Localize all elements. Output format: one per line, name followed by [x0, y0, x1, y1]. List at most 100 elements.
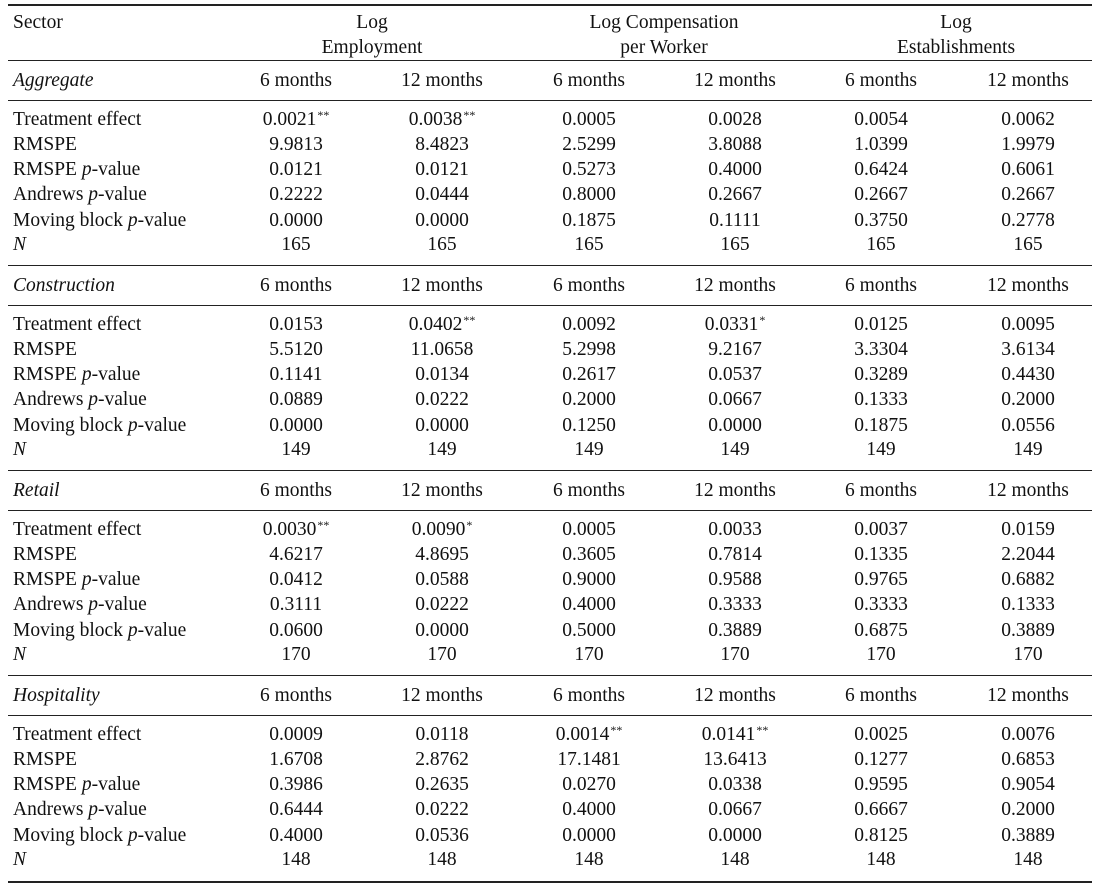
table-cell: 0.6853 — [1001, 749, 1055, 771]
table-cell: 148 — [866, 849, 895, 871]
cell-value: 0.0536 — [415, 825, 469, 846]
cell-value: 170 — [427, 644, 457, 665]
row-label-rmspe-p-value: RMSPE p-value — [13, 569, 140, 591]
row-label-suffix: -value — [91, 159, 141, 180]
cell-value: 0.0444 — [415, 184, 469, 205]
table-cell: 0.0054 — [854, 109, 908, 131]
table-cell: 5.5120 — [269, 339, 323, 361]
table-cell: 0.0000 — [415, 620, 469, 642]
cell-value: 0.5000 — [562, 620, 616, 641]
table-cell: 0.1335 — [854, 544, 908, 566]
cell-value: 0.3750 — [854, 210, 908, 231]
cell-value: 0.3111 — [269, 594, 323, 615]
section-name-retail: Retail — [13, 480, 60, 501]
table-cell: 0.0222 — [415, 389, 469, 411]
row-label-rmspe-p-value: RMSPE p-value — [13, 159, 140, 181]
table-cell: 0.0076 — [1001, 724, 1055, 746]
section-top-rule — [8, 60, 1092, 61]
column-header: 12 months — [987, 685, 1069, 706]
cell-value: 0.0028 — [708, 109, 762, 130]
significance-stars: * — [466, 518, 473, 532]
table-cell: 0.0121 — [269, 159, 323, 181]
cell-value: 0.0030 — [262, 519, 317, 540]
section-header-rule — [8, 510, 1092, 511]
cell-value: 0.0025 — [854, 724, 908, 745]
row-label-moving-block-p-value: Moving block p-value — [13, 210, 186, 232]
cell-value: 17.1481 — [557, 749, 621, 770]
cell-value: 0.3333 — [708, 594, 762, 615]
row-label-text: RMSPE — [13, 544, 77, 565]
table-cell: 9.2167 — [708, 339, 762, 361]
row-label-italic: p — [88, 594, 99, 615]
row-label-italic: p — [127, 825, 138, 846]
table-cell: 170 — [1013, 644, 1042, 666]
cell-value: 0.2635 — [415, 774, 469, 795]
table-cell: 0.1141 — [270, 364, 323, 386]
cell-value: 0.0270 — [562, 774, 616, 795]
cell-value: 0.4000 — [269, 825, 323, 846]
table-cell: 148 — [427, 849, 456, 871]
column-header: 12 months — [401, 70, 483, 91]
cell-value: 0.0033 — [708, 519, 762, 540]
cell-value: 0.0134 — [415, 364, 469, 385]
section-name-aggregate: Aggregate — [13, 70, 94, 91]
table-cell: 149 — [720, 439, 749, 461]
compensation-header-line2: per Worker — [620, 37, 708, 58]
cell-value: 0.0121 — [269, 159, 323, 180]
cell-value: 0.0125 — [854, 314, 908, 335]
cell-value: 0.0412 — [269, 569, 323, 590]
section-header-rule — [8, 100, 1092, 101]
table-cell: 0.0000 — [415, 210, 469, 232]
cell-value: 0.0095 — [1001, 314, 1055, 335]
cell-value: 0.0009 — [269, 724, 323, 745]
cell-value: 0.2617 — [562, 364, 616, 385]
table-cell: 0.8000 — [562, 184, 616, 206]
cell-value: 9.9813 — [269, 134, 323, 155]
cell-value: 0.2778 — [1001, 210, 1055, 231]
table-cell: 0.0038** — [409, 109, 476, 131]
column-header: 12 months — [694, 275, 776, 296]
cell-value: 0.4000 — [562, 594, 616, 615]
table-cell: 148 — [281, 849, 310, 871]
row-label-text: Moving block — [13, 210, 128, 231]
table-cell: 3.6134 — [1001, 339, 1055, 361]
section-top-rule — [8, 470, 1092, 471]
table-cell: 0.0095 — [1001, 314, 1055, 336]
cell-value: 0.0121 — [415, 159, 469, 180]
cell-value: 0.0037 — [854, 519, 908, 540]
row-label-text: RMSPE — [13, 134, 77, 155]
bottom-rule — [8, 881, 1092, 883]
table-cell: 1.9979 — [1001, 134, 1055, 156]
table-cell: 0.1333 — [854, 389, 908, 411]
table-cell: 0.0159 — [1001, 519, 1055, 541]
cell-value: 0.0005 — [562, 519, 616, 540]
cell-value: 0.0600 — [269, 620, 323, 641]
table-cell: 148 — [574, 849, 603, 871]
table-cell: 0.5000 — [562, 620, 616, 642]
table-cell: 0.1875 — [562, 210, 616, 232]
table-cell: 148 — [1013, 849, 1042, 871]
cell-value: 0.2667 — [854, 184, 908, 205]
cell-value: 0.6853 — [1001, 749, 1055, 770]
table-cell: 0.0000 — [708, 825, 762, 847]
cell-value: 0.0153 — [269, 314, 323, 335]
column-header: 6 months — [552, 275, 626, 296]
cell-value: 148 — [281, 849, 311, 870]
table-cell: 0.3889 — [708, 620, 762, 642]
row-label-rmspe-p-value: RMSPE p-value — [13, 774, 140, 796]
table-cell: 13.6413 — [703, 749, 766, 771]
table-cell: 0.1250 — [562, 415, 616, 437]
table-cell: 0.0600 — [269, 620, 323, 642]
column-header: 6 months — [844, 70, 918, 91]
cell-value: 0.6444 — [269, 799, 323, 820]
row-label-italic: N — [13, 234, 27, 255]
row-label-suffix: -value — [137, 825, 187, 846]
cell-value: 0.9054 — [1001, 774, 1055, 795]
column-header: 6 months — [844, 275, 918, 296]
cell-value: 0.6061 — [1001, 159, 1055, 180]
cell-value: 149 — [866, 439, 896, 460]
table-cell: 149 — [574, 439, 603, 461]
table-cell: 4.6217 — [269, 544, 323, 566]
row-label-text: RMSPE — [13, 749, 77, 770]
cell-value: 0.0038 — [408, 109, 463, 130]
